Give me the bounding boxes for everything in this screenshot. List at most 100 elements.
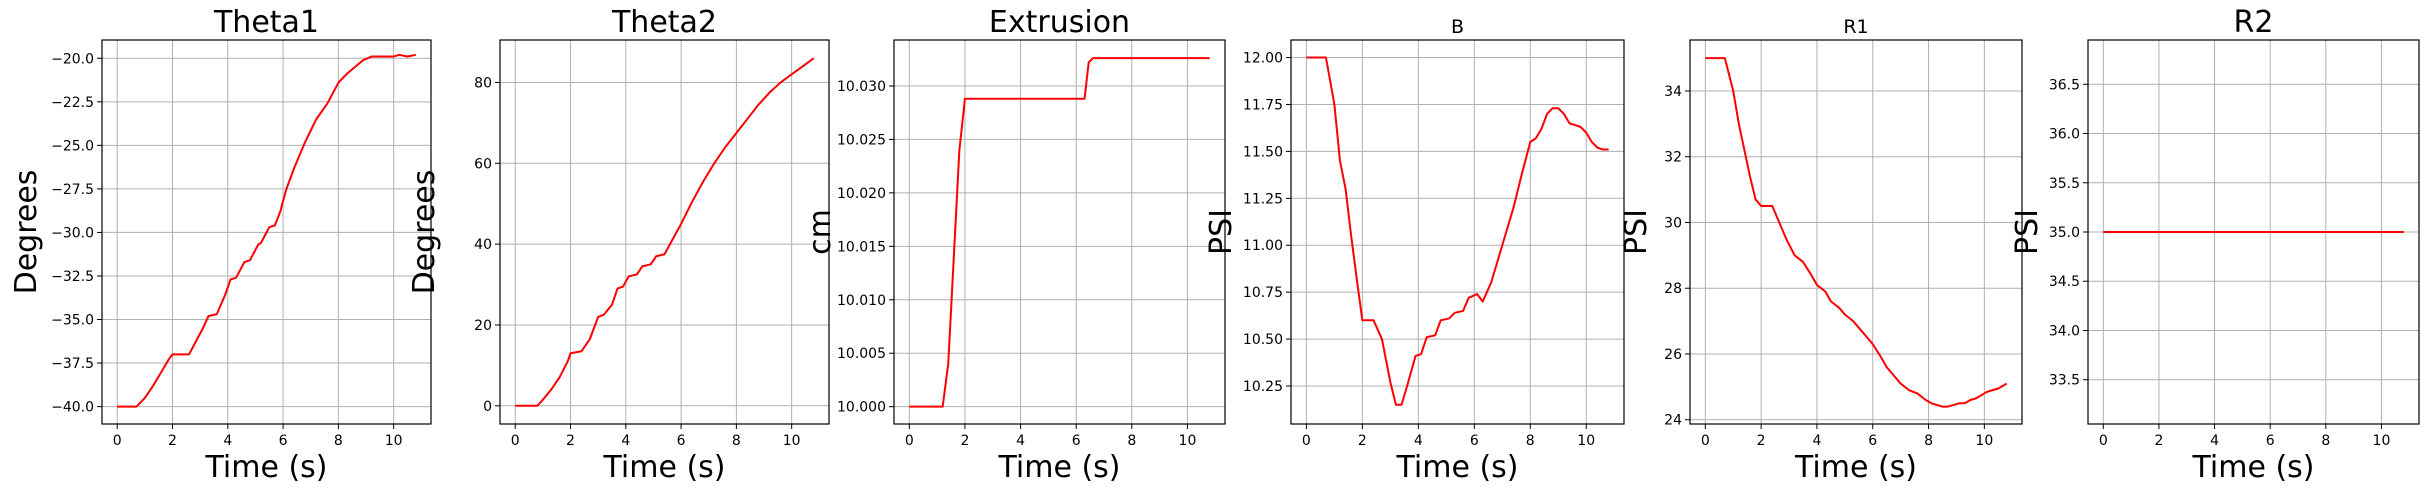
y-axis-label: Degrees — [9, 170, 44, 295]
axes-frame — [1689, 39, 2023, 425]
y-tick-label: 30 — [1664, 215, 1682, 231]
y-tick-label: 24 — [1664, 413, 1682, 429]
x-tick-label: 4 — [1414, 433, 1423, 449]
grid — [1291, 40, 1624, 424]
x-axis-label: Time (s) — [2192, 450, 2315, 485]
y-tick-label: 10.000 — [837, 400, 886, 416]
x-tick-label: 2 — [168, 433, 177, 449]
y-axis-label: PSI — [2010, 209, 2045, 255]
y-tick-label: −40.0 — [51, 400, 94, 416]
x-tick-label: 10 — [1577, 433, 1595, 449]
y-tick-label: −37.5 — [51, 356, 94, 372]
x-tick-label: 8 — [1924, 433, 1933, 449]
y-tick-label: 10.75 — [1243, 285, 1283, 301]
y-tick-label: 12.00 — [1243, 51, 1283, 67]
x-axis-label: Time (s) — [603, 450, 726, 485]
y-tick-label: −35.0 — [51, 313, 94, 329]
x-tick-label: 0 — [2099, 433, 2108, 449]
axes-frame — [499, 39, 830, 425]
x-tick-label: 10 — [385, 433, 403, 449]
x-tick-label: 8 — [334, 433, 343, 449]
axes-frame — [893, 39, 1226, 425]
x-tick-label: 4 — [1016, 433, 1025, 449]
x-tick-label: 0 — [1701, 433, 1710, 449]
y-tick-label: 40 — [474, 237, 492, 253]
y-tick-label: 0 — [483, 399, 492, 415]
x-tick-label: 10 — [2373, 433, 2391, 449]
x-tick-label: 0 — [511, 433, 520, 449]
x-tick-label: 0 — [1302, 433, 1311, 449]
y-tick-label: 11.00 — [1243, 238, 1283, 254]
y-tick-label: 10.010 — [837, 293, 886, 309]
x-tick-label: 2 — [566, 433, 575, 449]
y-tick-label: 11.75 — [1243, 97, 1283, 113]
x-axis-label: Time (s) — [205, 450, 328, 485]
x-tick-label: 0 — [113, 433, 122, 449]
y-tick-label: 11.25 — [1243, 191, 1283, 207]
x-tick-label: 4 — [621, 433, 630, 449]
subplot-6: 0 2 4 6 8 10 33.5 34.0 34.5 35.0 35.5 36.0 36.5 R2 Tim… — [2010, 5, 2420, 485]
y-tick-label: 10.015 — [837, 239, 886, 255]
y-tick-label: −30.0 — [51, 225, 94, 241]
subplot-title: R2 — [2234, 5, 2274, 40]
grid — [500, 40, 829, 424]
x-tick-label: 10 — [1179, 433, 1197, 449]
y-tick-label: 34.5 — [2049, 274, 2080, 290]
x-tick-label: 4 — [2210, 433, 2219, 449]
x-tick-label: 10 — [1975, 433, 1993, 449]
series-line-1 — [117, 53, 416, 408]
x-axis-label: Time (s) — [1794, 450, 1917, 485]
y-tick-label: 10.25 — [1243, 379, 1283, 395]
x-tick-label: 10 — [783, 433, 801, 449]
series-line-1 — [1705, 57, 2008, 408]
subplot-title: R1 — [1843, 16, 1868, 38]
y-tick-label: 10.030 — [837, 79, 886, 95]
y-tick-label: 60 — [474, 156, 492, 172]
x-axis-label: Time (s) — [1396, 450, 1519, 485]
x-tick-label: 6 — [1868, 433, 1877, 449]
series-line-1 — [1306, 56, 1609, 406]
x-tick-label: 2 — [2154, 433, 2163, 449]
y-tick-label: 11.50 — [1243, 144, 1283, 160]
subplot-4: 0 2 4 6 8 10 10.25 10.50 10.75 11.00 11.25 11.50 11.… — [1204, 16, 1625, 485]
y-tick-label: 10.005 — [837, 346, 886, 362]
subplot-title: B — [1451, 16, 1464, 38]
y-tick-label: −20.0 — [51, 51, 94, 67]
y-tick-label: 36.0 — [2049, 127, 2080, 143]
y-tick-label: 10.025 — [837, 132, 886, 148]
x-tick-label: 8 — [1127, 433, 1136, 449]
x-tick-label: 4 — [223, 433, 232, 449]
y-axis-label: PSI — [1619, 209, 1654, 255]
x-tick-label: 8 — [732, 433, 741, 449]
y-tick-label: 20 — [474, 318, 492, 334]
y-tick-label: 32 — [1664, 150, 1682, 166]
subplot-3: 0 2 4 6 8 10 10.000 10.005 10.010 10.015 10.020 10.… — [803, 5, 1226, 485]
x-tick-label: 6 — [677, 433, 686, 449]
y-axis-label: cm — [803, 209, 838, 255]
x-tick-label: 6 — [1072, 433, 1081, 449]
y-tick-label: −22.5 — [51, 95, 94, 111]
y-tick-label: 10.020 — [837, 186, 886, 202]
x-tick-label: 8 — [1526, 433, 1535, 449]
y-tick-label: 80 — [474, 75, 492, 91]
y-tick-label: −27.5 — [51, 182, 94, 198]
subplot-title: Theta1 — [213, 5, 319, 40]
x-tick-label: 8 — [2321, 433, 2330, 449]
x-tick-label: 2 — [960, 433, 969, 449]
subplot-title: Extrusion — [989, 5, 1130, 40]
x-tick-label: 6 — [279, 433, 288, 449]
grid — [894, 40, 1225, 424]
y-axis-label: PSI — [1204, 209, 1239, 255]
y-tick-label: 33.5 — [2049, 373, 2080, 389]
y-tick-label: 26 — [1664, 347, 1682, 363]
y-tick-label: 34 — [1664, 84, 1682, 100]
grid — [102, 40, 431, 424]
y-tick-label: 35.5 — [2049, 176, 2080, 192]
y-tick-label: 34.0 — [2049, 323, 2080, 339]
y-tick-label: 36.5 — [2049, 77, 2080, 93]
subplot-2: 0 2 4 6 8 10 0 20 40 60 80 Theta2 Time (s) Degrees — [407, 5, 830, 485]
x-axis-label: Time (s) — [998, 450, 1121, 485]
grid — [1690, 40, 2022, 424]
